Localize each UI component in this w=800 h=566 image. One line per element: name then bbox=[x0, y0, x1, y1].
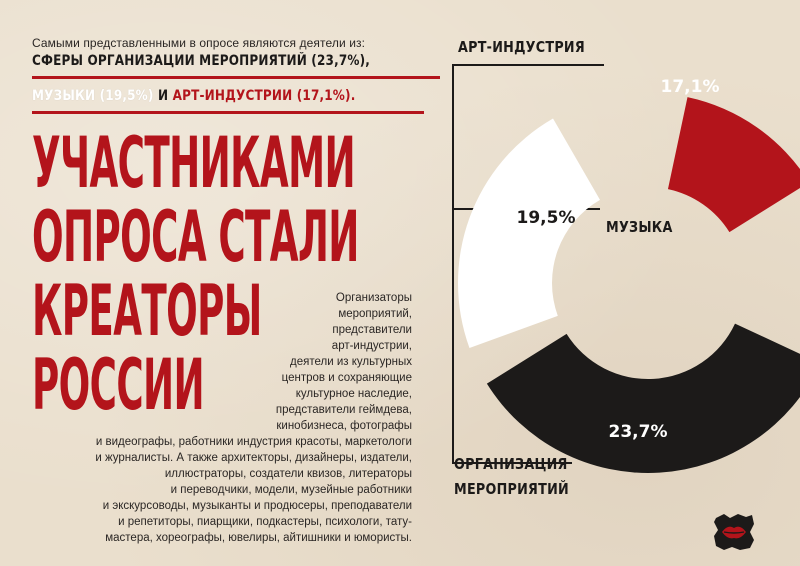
label-events-2: МЕРОПРИЯТИЙ bbox=[454, 480, 569, 498]
highlight-line-1: СФЕРЫ ОРГАНИЗАЦИИ МЕРОПРИЯТИЙ (23,7%), bbox=[32, 53, 371, 69]
body-line: центров и сохраняющие bbox=[281, 372, 412, 384]
slice-1 bbox=[458, 118, 600, 348]
leader-events bbox=[452, 462, 572, 464]
body-line: кинобизнеса, фотографы bbox=[276, 420, 412, 432]
label-music: МУЗЫКА bbox=[606, 218, 673, 236]
body-line: и репетиторы, пиарщики, подкастеры, псих… bbox=[118, 516, 412, 528]
body-line: представители геймдева, bbox=[275, 404, 412, 416]
body-line: и переводчики, модели, музейные работник… bbox=[170, 484, 412, 496]
leader-vertical bbox=[452, 64, 454, 464]
body-line: мастера, хореографы, ювелиры, айтишники … bbox=[105, 532, 412, 544]
body-line: и экскурсоводы, музыканты и продюсеры, п… bbox=[102, 500, 412, 512]
lips-logo-icon bbox=[714, 514, 754, 550]
highlight-underline-1 bbox=[32, 76, 440, 79]
body-line: представители bbox=[332, 324, 412, 336]
body-line: деятели из культурных bbox=[290, 356, 412, 368]
slice-0 bbox=[667, 97, 800, 233]
body-line: культурное наследие, bbox=[295, 388, 412, 400]
title-line-3: КРЕАТОРЫ bbox=[32, 270, 262, 353]
slice-2 bbox=[486, 323, 800, 473]
title-line-1: УЧАСТНИКАМИ bbox=[32, 122, 356, 205]
body-line: арт-индустрии, bbox=[331, 340, 412, 352]
body-line: Организаторы bbox=[335, 292, 412, 304]
body-line: и журналисты. А также архитекторы, дизай… bbox=[95, 452, 412, 464]
intro-text: Самыми представленными в опросе являются… bbox=[32, 36, 366, 50]
leader-art bbox=[452, 64, 604, 66]
highlight-music: МУЗЫКИ (19,5%) bbox=[32, 88, 154, 104]
highlight-underline-2 bbox=[32, 111, 424, 114]
label-events-1: ОРГАНИЗАЦИЯ bbox=[454, 455, 568, 473]
body-line: иллюстраторы, создатели квизов, литерато… bbox=[164, 468, 412, 480]
highlight-and: И bbox=[157, 88, 169, 104]
label-art: АРТ-ИНДУСТРИЯ bbox=[458, 38, 585, 56]
title-line-2: ОПРОСА СТАЛИ bbox=[32, 196, 359, 279]
slice-label-0: 17,1% bbox=[661, 77, 720, 97]
body-line: мероприятий, bbox=[338, 308, 412, 320]
slice-label-2: 23,7% bbox=[609, 422, 668, 442]
highlight-line-2: МУЗЫКИ (19,5%) И АРТ-ИНДУСТРИИ (17,1%). bbox=[32, 88, 355, 104]
title-line-4: РОССИИ bbox=[32, 344, 205, 427]
highlight-art: АРТ-ИНДУСТРИИ (17,1%). bbox=[172, 88, 356, 104]
body-line: и видеографы, работники индустрия красот… bbox=[95, 436, 412, 448]
slice-label-1: 19,5% bbox=[517, 208, 576, 228]
